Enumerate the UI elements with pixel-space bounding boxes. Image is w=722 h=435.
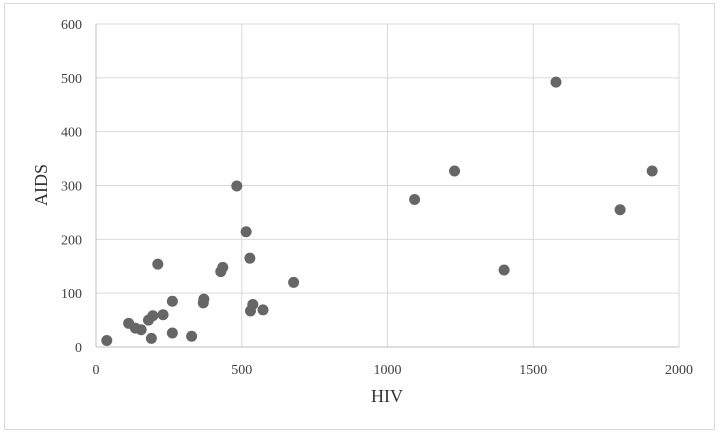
data-point <box>157 309 169 321</box>
data-point <box>614 204 626 216</box>
y-tick-label: 500 <box>61 72 82 87</box>
data-point <box>186 330 198 342</box>
data-point <box>257 304 269 316</box>
data-point <box>550 76 562 88</box>
data-point <box>288 276 300 288</box>
x-axis-ticks: 0 500 1000 1500 2000 <box>93 363 694 378</box>
y-tick-label: 100 <box>61 287 82 302</box>
y-tick-label: 0 <box>75 341 82 356</box>
data-points <box>101 76 658 347</box>
y-tick-label: 600 <box>61 18 82 33</box>
x-tick-label: 500 <box>231 363 252 378</box>
data-point <box>166 327 178 339</box>
data-point <box>145 332 157 344</box>
x-tick-label: 1000 <box>374 363 402 378</box>
data-point <box>231 180 243 192</box>
data-point <box>198 293 210 305</box>
data-point <box>244 252 256 264</box>
x-tick-label: 2000 <box>665 363 693 378</box>
grid-lines <box>95 23 680 347</box>
x-axis-title: HIV <box>371 386 403 406</box>
data-point <box>147 310 159 322</box>
x-tick-label: 0 <box>93 363 100 378</box>
data-point <box>101 335 113 347</box>
data-point <box>217 261 229 273</box>
y-tick-label: 400 <box>61 126 82 141</box>
data-point <box>152 258 164 270</box>
data-point <box>166 295 178 307</box>
data-point <box>247 298 259 310</box>
data-point <box>135 324 147 336</box>
data-point <box>449 165 461 177</box>
y-tick-label: 300 <box>61 180 82 195</box>
y-axis-title: AIDS <box>31 164 51 206</box>
data-point <box>498 264 510 276</box>
x-tick-label: 1500 <box>519 363 547 378</box>
y-tick-label: 200 <box>61 233 82 248</box>
y-axis-ticks: 0 100 200 300 400 500 600 <box>61 18 82 356</box>
data-point <box>240 226 252 238</box>
data-point <box>646 165 658 177</box>
chart-frame <box>4 3 715 430</box>
data-point <box>409 193 421 205</box>
